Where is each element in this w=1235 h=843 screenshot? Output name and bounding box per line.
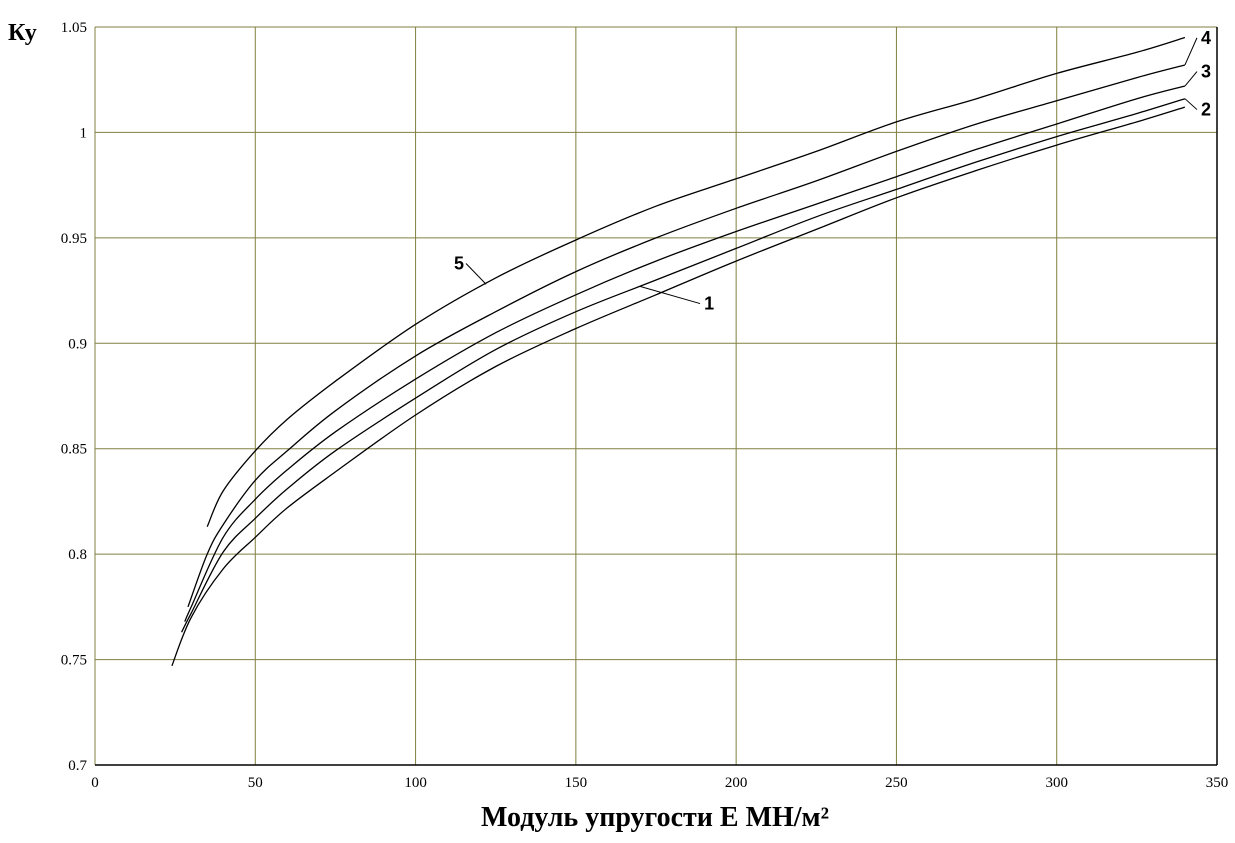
- y-tick-label: 0.9: [68, 336, 87, 352]
- x-tick-label: 350: [1206, 775, 1229, 791]
- series-line-3: [184, 85, 1186, 622]
- grid: [95, 27, 1217, 765]
- series-line-4: [187, 64, 1186, 608]
- y-tick-label: 0.7: [68, 758, 87, 774]
- y-tick-label: 0.8: [68, 547, 87, 563]
- x-axis-label: Модуль упругости Е МН/м²: [481, 802, 829, 833]
- x-tick-label: 0: [91, 775, 99, 791]
- y-tick-label: 1.05: [61, 20, 87, 36]
- curve-label-leader: [465, 263, 487, 285]
- x-tick-label: 300: [1045, 775, 1068, 791]
- x-tick-label: 250: [885, 775, 908, 791]
- y-axis-label: Ку: [8, 20, 37, 46]
- axes: [94, 26, 1218, 766]
- curve-label-leader: [1184, 98, 1198, 110]
- series-line-2: [181, 98, 1186, 633]
- y-tick-label: 0.85: [61, 442, 87, 458]
- y-tick-label: 0.75: [61, 653, 87, 669]
- series-line-5: [206, 36, 1186, 527]
- curve-label: 4: [1201, 28, 1211, 48]
- curve-label: 1: [704, 294, 714, 314]
- curve-labels: 1 2 3 4 5: [454, 28, 1211, 314]
- y-tick-label: 0.95: [61, 231, 87, 247]
- tick-labels: 0 50 100 150 200 250 300 350 0.7 0.75 0.8 0.85 0.9 0.…: [61, 20, 1229, 791]
- series-line-1: [171, 106, 1186, 667]
- x-tick-label: 50: [248, 775, 263, 791]
- curve-label-leader: [1184, 37, 1198, 66]
- curve-label: 3: [1201, 62, 1211, 82]
- curve-label: 2: [1201, 100, 1211, 120]
- y-tick-label: 1: [80, 125, 88, 141]
- curve-label-leader: [1184, 71, 1198, 87]
- curve-label-leader: [639, 285, 701, 305]
- x-tick-label: 100: [404, 775, 427, 791]
- x-tick-label: 150: [565, 775, 588, 791]
- curve-label: 5: [454, 253, 464, 273]
- x-tick-label: 200: [725, 775, 748, 791]
- series-lines: [171, 36, 1186, 667]
